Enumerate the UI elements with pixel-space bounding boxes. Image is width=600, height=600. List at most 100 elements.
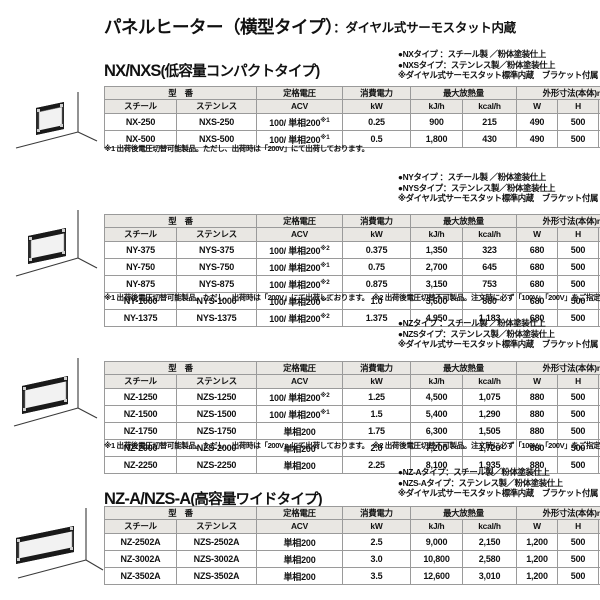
cell-voltage: 100/ 単相200※1 (256, 130, 343, 148)
spec-table-nz: 型 番 定格電圧 消費電力 最大放熱量 外形寸法(本体)mm 質量 kg スチー… (104, 361, 600, 474)
cell-kw: 1.5 (342, 405, 411, 423)
th-dimensions: 外形寸法(本体)mm (515, 506, 600, 520)
cell-w: 1,200 (516, 533, 558, 551)
spec-table-body-ny: NY-375 NYS-375 100/ 単相200※2 0.375 1,350 … (104, 241, 600, 327)
th-dim-h: H (557, 519, 599, 534)
th-voltage-unit: ACV (256, 519, 343, 534)
th-model: 型 番 (104, 506, 257, 520)
spec-table-nx: 型 番 定格電圧 消費電力 最大放熱量 外形寸法(本体)mm 質量 kg スチー… (104, 86, 600, 148)
note-line: ●NZS-Aタイプ：ステンレス製／粉体塗装仕上 (397, 477, 563, 488)
cell-w: 880 (516, 405, 558, 423)
cell-kj: 10,800 (410, 550, 463, 568)
cell-kw: 1.25 (342, 388, 411, 406)
cell-kcal: 860 (462, 292, 517, 310)
th-model: 型 番 (104, 86, 257, 100)
cell-kw: 0.375 (342, 241, 411, 259)
cell-steel: NY-375 (104, 241, 177, 259)
heater-wall-diagram-icon (13, 358, 98, 427)
th-dim-h: H (557, 374, 599, 389)
table-row: NZ-2250 NZS-2250 単相200 2.25 8,100 1,935 … (104, 456, 600, 474)
heater-wall-diagram-icon (16, 508, 104, 579)
cell-h: 500 (557, 241, 599, 259)
cell-kj: 9,000 (410, 533, 463, 551)
table-row: NZ-1500 NZS-1500 100/ 単相200※1 1.5 5,400 … (104, 405, 600, 423)
cell-kcal: 1,505 (462, 422, 517, 440)
heater-wall-diagram-icon (15, 92, 98, 149)
th-dimensions: 外形寸法(本体)mm (515, 86, 600, 100)
th-rated-voltage: 定格電圧 (256, 214, 343, 228)
note-line: ※ダイヤル式サーモスタット標準内蔵 ブラケット付属 (397, 339, 598, 350)
th-heat-output: 最大放熱量 (410, 214, 517, 228)
note-line: ※ダイヤル式サーモスタット標準内蔵 ブラケット付属 (397, 488, 598, 499)
cell-stainless: NYS-875 (176, 275, 257, 293)
cell-stainless: NZS-1250 (176, 388, 257, 406)
th-voltage-unit: ACV (256, 374, 343, 389)
cell-stainless: NZS-2502A (176, 533, 257, 551)
cell-voltage: 100/ 単相200※2 (256, 309, 343, 327)
cell-kj: 5,400 (410, 405, 463, 423)
cell-w: 490 (516, 130, 558, 148)
cell-steel: NY-750 (104, 258, 177, 276)
cell-voltage: 100/ 単相200※2 (256, 241, 343, 259)
th-dim-h: H (557, 227, 599, 242)
cell-kcal: 753 (462, 275, 517, 293)
th-rated-voltage: 定格電圧 (256, 361, 343, 375)
th-dim-w: W (516, 99, 558, 114)
cell-steel: NX-250 (104, 113, 177, 131)
cell-w: 680 (516, 258, 558, 276)
section-notes-ny: ●NYタイプ ：スチール製 ／粉体塗装仕上 ●NYSタイプ：ステンレス製／粉体塗… (398, 172, 598, 204)
table-row: NZ-3002A NZS-3002A 単相200 3.0 10,800 2,58… (104, 550, 600, 568)
note-line: ●NYタイプ ：スチール製 ／粉体塗装仕上 (397, 172, 546, 182)
section-notes-nx: ●NXタイプ ：スチール製 ／粉体塗装仕上 ●NXSタイプ：ステンレス製／粉体塗… (398, 49, 598, 81)
cell-kcal: 430 (462, 130, 517, 148)
th-heat-kcal: kcal/h (462, 519, 517, 534)
section-code-nza: NZ-A/NZS-A (104, 490, 191, 508)
cell-kw: 2.0 (342, 439, 411, 457)
cell-kcal: 1,075 (462, 388, 517, 406)
cell-kj: 2,700 (410, 258, 463, 276)
cell-kw: 0.875 (342, 275, 411, 293)
spec-table-body-nza: NZ-2502A NZS-2502A 単相200 2.5 9,000 2,150… (104, 533, 600, 585)
cell-voltage: 100/ 単相200※1 (256, 405, 343, 423)
cell-d: 70 (597, 309, 600, 327)
section-title-nx: NX/NXS(低容量コンパクトタイプ) (104, 60, 321, 81)
cell-h: 500 (557, 258, 599, 276)
cell-w: 880 (516, 422, 558, 440)
footnote-nx: ※1 出荷後電圧切替可能製品。ただし、出荷時は「200V」にて出荷しております。 (104, 144, 369, 153)
cell-kw: 1.375 (342, 309, 411, 327)
spec-table-body-nx: NX-250 NXS-250 100/ 単相200※1 0.25 900 215… (104, 113, 600, 148)
page-title-sub: ：ダイヤル式サーモスタット内蔵 (333, 21, 516, 35)
th-heat-output: 最大放熱量 (410, 86, 517, 100)
product-illustration-nz (4, 358, 100, 442)
cell-kcal: 1,290 (462, 405, 517, 423)
table-row: NY-750 NYS-750 100/ 単相200※1 0.75 2,700 6… (104, 258, 600, 276)
cell-steel: NZ-3502A (104, 567, 177, 585)
cell-w: 880 (516, 456, 558, 474)
cell-steel: NY-875 (104, 275, 177, 293)
cell-h: 500 (557, 275, 599, 293)
cell-kcal: 2,580 (462, 550, 517, 568)
note-line: ●NYSタイプ：ステンレス製／粉体塗装仕上 (397, 182, 556, 193)
cell-kw: 0.5 (342, 130, 411, 148)
cell-kw: 3.0 (342, 550, 411, 568)
th-stainless: ステンレス (176, 374, 257, 389)
cell-kj: 1,800 (410, 130, 463, 148)
cell-kw: 3.5 (342, 567, 411, 585)
cell-kw: 2.5 (342, 533, 411, 551)
cell-stainless: NYS-1375 (176, 309, 257, 327)
section-desc-nx: (低容量コンパクトタイプ) (160, 64, 321, 80)
th-power: 消費電力 (342, 214, 411, 228)
note-line: ●NZSタイプ：ステンレス製／粉体塗装仕上 (397, 328, 555, 339)
cell-kcal: 2,150 (462, 533, 517, 551)
cell-steel: NZ-2502A (104, 533, 177, 551)
page-title: パネルヒーター（横型タイプ）：ダイヤル式サーモスタット内蔵 (104, 14, 516, 39)
cell-steel: NZ-1500 (104, 405, 177, 423)
footnote-nz: ※1 出荷後電圧切替可能製品。ただし、出荷時は「200V」にて出荷しております。… (104, 441, 600, 450)
cell-w: 490 (516, 113, 558, 131)
cell-stainless: NZS-3002A (176, 550, 257, 568)
cell-h: 500 (557, 456, 599, 474)
table-row: NY-1375 NYS-1375 100/ 単相200※2 1.375 4,95… (104, 309, 600, 327)
th-heat-kj: kJ/h (410, 227, 463, 242)
cell-voltage: 単相200 (256, 422, 343, 440)
cell-kcal: 645 (462, 258, 517, 276)
